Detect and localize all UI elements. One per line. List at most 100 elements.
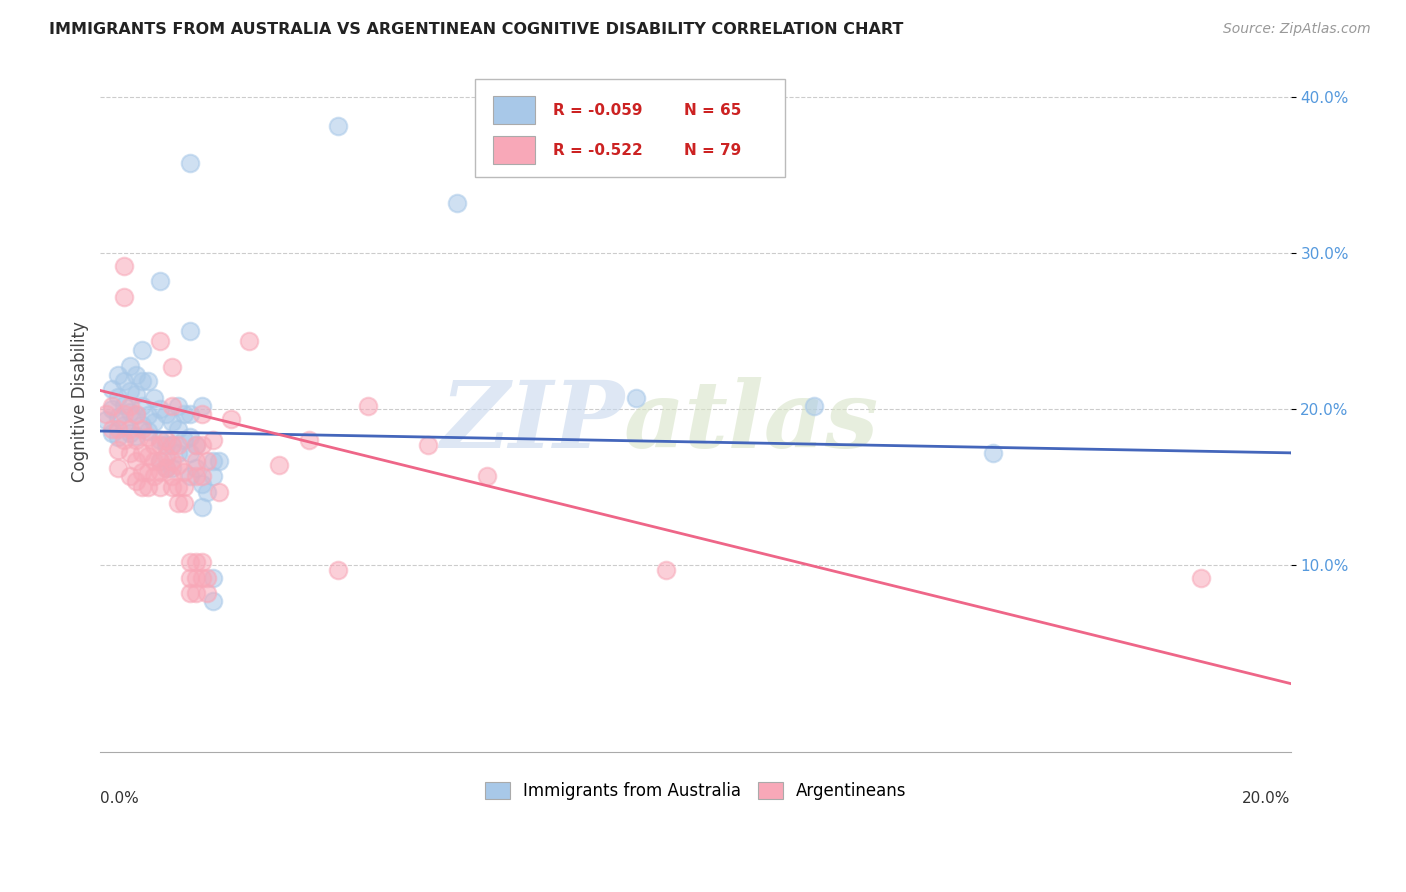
Point (179, 570, 201, 584)
Point (190, 477, 212, 491)
Point (101, 402, 124, 417)
Point (120, 399, 142, 413)
Point (179, 156, 201, 170)
Point (125, 434, 148, 448)
Point (357, 399, 380, 413)
Point (131, 446, 153, 460)
Point (149, 334, 172, 348)
Point (803, 399, 825, 413)
Point (179, 407, 201, 421)
Text: Source: ZipAtlas.com: Source: ZipAtlas.com (1223, 22, 1371, 37)
Point (149, 274, 172, 288)
Point (173, 434, 195, 448)
Point (328, 119, 350, 133)
Point (155, 461, 177, 475)
Point (101, 425, 124, 440)
Point (197, 570, 219, 584)
Point (160, 438, 183, 452)
Point (202, 594, 225, 608)
FancyBboxPatch shape (494, 96, 534, 124)
Point (173, 407, 195, 421)
Point (160, 438, 183, 452)
Text: N = 65: N = 65 (683, 103, 741, 118)
Point (208, 453, 231, 467)
Point (197, 484, 219, 499)
Point (112, 259, 135, 273)
Point (328, 563, 350, 577)
Point (179, 324, 201, 338)
Point (208, 484, 231, 499)
Point (166, 422, 188, 436)
Point (101, 382, 124, 396)
Point (136, 374, 159, 388)
Point (136, 480, 159, 494)
Point (184, 438, 207, 452)
Text: 20.0%: 20.0% (1243, 790, 1291, 805)
Point (166, 446, 188, 460)
Text: IMMIGRANTS FROM AUSTRALIA VS ARGENTINEAN COGNITIVE DISABILITY CORRELATION CHART: IMMIGRANTS FROM AUSTRALIA VS ARGENTINEAN… (49, 22, 904, 37)
Point (160, 469, 183, 483)
Point (142, 438, 165, 452)
Point (179, 469, 201, 483)
Point (1189, 570, 1212, 584)
Point (136, 465, 159, 479)
Point (136, 449, 159, 463)
Point (136, 409, 159, 423)
Point (298, 434, 321, 448)
Text: ZIP: ZIP (440, 377, 624, 467)
Point (142, 469, 165, 483)
Point (120, 446, 142, 460)
Point (149, 465, 172, 479)
Point (477, 469, 499, 483)
Point (120, 359, 142, 373)
Point (107, 461, 129, 475)
Point (131, 343, 153, 357)
Point (107, 422, 129, 436)
Point (142, 453, 165, 467)
Point (160, 453, 183, 467)
Point (190, 469, 212, 483)
Point (125, 386, 148, 401)
Point (202, 453, 225, 467)
Point (173, 496, 195, 510)
Point (136, 430, 159, 444)
Point (166, 480, 188, 494)
Point (120, 422, 142, 436)
Point (179, 430, 201, 444)
Point (155, 438, 177, 452)
Point (125, 474, 148, 488)
Point (101, 422, 124, 436)
Point (190, 570, 212, 584)
Point (624, 392, 647, 406)
Point (112, 374, 135, 388)
Y-axis label: Cognitive Disability: Cognitive Disability (72, 321, 89, 482)
Point (131, 480, 153, 494)
Point (160, 360, 183, 375)
Point (160, 480, 183, 494)
Point (238, 334, 260, 348)
Point (190, 555, 212, 569)
Point (96, 407, 118, 421)
Point (155, 407, 177, 421)
Point (142, 415, 165, 429)
Point (197, 586, 219, 600)
Text: R = -0.522: R = -0.522 (553, 143, 643, 158)
Point (149, 453, 172, 467)
Point (190, 399, 212, 413)
Point (179, 586, 201, 600)
Point (416, 438, 439, 452)
Point (131, 399, 153, 413)
Point (197, 453, 219, 467)
Point (981, 446, 1004, 460)
Point (125, 409, 148, 423)
Point (131, 417, 153, 432)
Legend: Immigrants from Australia, Argentineans: Immigrants from Australia, Argentineans (478, 775, 912, 807)
Point (202, 570, 225, 584)
Point (654, 563, 676, 577)
Point (155, 461, 177, 475)
FancyBboxPatch shape (475, 78, 785, 177)
Text: N = 79: N = 79 (683, 143, 741, 158)
Text: R = -0.059: R = -0.059 (553, 103, 643, 118)
Point (155, 434, 177, 448)
Point (107, 409, 129, 424)
